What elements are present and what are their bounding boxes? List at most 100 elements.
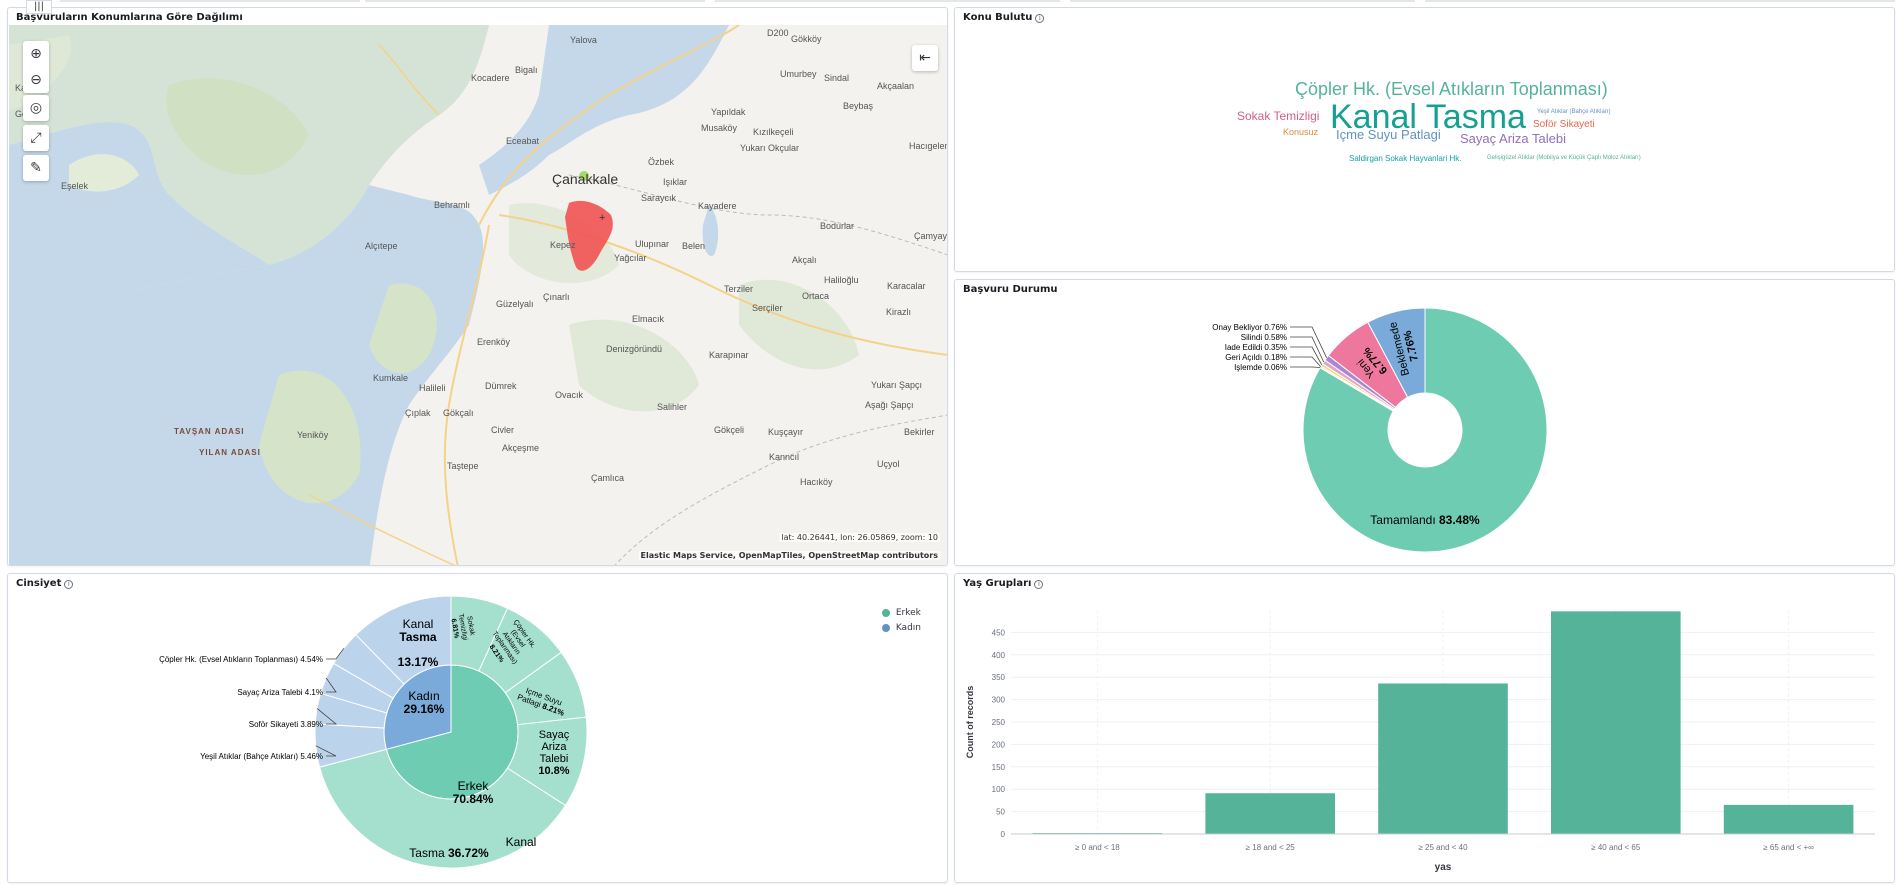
cloud-word[interactable]: Sayaç Ariza Talebi <box>1460 131 1566 146</box>
bar[interactable] <box>1551 611 1681 834</box>
cloud-word[interactable]: Yeşil Atıklar (Bahçe Atıkları) <box>1537 109 1611 115</box>
outer-slice[interactable] <box>355 595 452 685</box>
x-tick-label: ≥ 25 and < 40 <box>1418 843 1468 852</box>
zoom-out-button[interactable]: ⊖ <box>30 72 42 88</box>
slice-label: Tamamlandı 83.48% <box>1370 513 1480 527</box>
callout-line <box>326 648 345 660</box>
info-icon[interactable]: i <box>1035 14 1045 23</box>
map-place-label: Gökçeli <box>714 425 745 435</box>
svg-text:6.81%: 6.81% <box>449 618 459 640</box>
x-tick-label: ≥ 40 and < 65 <box>1591 843 1641 852</box>
zoom-in-button[interactable]: ⊕ <box>30 46 42 62</box>
inner-slice-label: 70.84% <box>453 792 494 806</box>
map-place-label: Kepez <box>550 240 576 250</box>
panel-title: Konu Bulutu i <box>961 11 1047 24</box>
map-place-label: Karapınar <box>709 350 749 360</box>
map-place-label: Erenköy <box>477 337 511 347</box>
pie-slice[interactable] <box>1302 307 1548 553</box>
map-place-label: Elmacık <box>632 314 665 324</box>
cloud-word[interactable]: Kanal Tasma <box>1330 98 1526 136</box>
draw-tool-button[interactable]: ✎ <box>23 155 49 181</box>
word-cloud-panel: Konu Bulutu i Çöpler Hk. (Evsel Atıkların… <box>954 7 1895 272</box>
map-place-label: Gökköy <box>791 34 822 44</box>
map-place-label: Yukarı Okçular <box>740 143 800 153</box>
map-place-label: Ovacık <box>555 390 584 400</box>
y-tick-label: 200 <box>992 740 1006 749</box>
map-place-label: Yapıldak <box>711 107 746 117</box>
forest-1 <box>166 78 309 175</box>
boundary-1 <box>568 174 947 256</box>
y-axis-label: Count of records <box>965 686 975 759</box>
map-place-label: Akçeşme <box>502 443 540 453</box>
slice-label: Geri Açıldı 0.18% <box>1225 353 1287 362</box>
callout-line <box>325 677 337 693</box>
layer-toggle-button[interactable]: ⇤ <box>912 45 938 71</box>
forest-3 <box>569 319 699 412</box>
info-icon[interactable]: i <box>64 580 74 589</box>
slice-label: Iade Edildi 0.35% <box>1225 343 1287 352</box>
cloud-word[interactable]: Soför Sikayeti <box>1533 119 1595 130</box>
bar[interactable] <box>1723 804 1854 834</box>
map-place-label: Taştepe <box>447 461 479 471</box>
cloud-word[interactable]: Sokak Temizligi <box>1237 109 1320 123</box>
map-place-label: Bigalı <box>515 65 538 75</box>
forest-2 <box>369 283 437 374</box>
map-canvas[interactable]: + Yalova Gökköy Kocadere Bigalı Umurbey Sinda… <box>9 25 947 565</box>
map-place-label: Bodurlar <box>820 221 855 231</box>
status-pie-chart: Tamamlandı 83.48%Beklemede7.76%Yeni6.77%… <box>1212 307 1548 553</box>
outer-slice-label: Talebi <box>540 753 569 765</box>
outer-slice-label: Çöpler Hk. (Evsel Atıkların Toplanması) … <box>159 655 323 664</box>
map-place-label: Eşelek <box>61 181 89 191</box>
map-place-label: Kayadere <box>698 201 737 211</box>
outer-slice-label: Tasma 36.72% <box>409 846 489 860</box>
map-place-label: Çınarlı <box>543 292 570 302</box>
bar[interactable] <box>1378 683 1508 834</box>
outer-slice-label: 13.17% <box>398 655 439 669</box>
cloud-word[interactable]: Çöpler Hk. (Evsel Atıkların Toplanması) <box>1295 79 1608 99</box>
fit-bounds-button[interactable]: ◎ <box>23 95 49 121</box>
panel-title: Başvuru Durumu <box>961 283 1060 296</box>
age-bar-chart: 0 50 100 150 200 250 300 350 400 450 ≥ 0 and < 18 ≥… <box>965 610 1875 873</box>
map-place-label: Yağcılar <box>614 253 647 263</box>
y-tick-label: 450 <box>992 628 1006 637</box>
age-panel: Yaş Grupları i 0 50 100 150 200 250 300 350 400 45… <box>954 573 1895 883</box>
cloud-word[interactable]: Içme Suyu Patlagi <box>1336 127 1441 142</box>
legend-item-erkek[interactable]: Erkek <box>881 608 921 618</box>
sea-aegean <box>9 185 484 565</box>
map-coordinates: lat: 40.26441, lon: 26.05869, zoom: 10 <box>779 533 940 542</box>
map-place-label: Güzelyalı <box>496 299 534 309</box>
measure-tool-button[interactable]: ⤢ <box>23 125 49 151</box>
map-place-label: Karacalar <box>887 281 926 291</box>
map-place-label: Yeniköy <box>297 430 329 440</box>
outer-slice[interactable] <box>319 748 567 869</box>
outer-slice-label: Sayaç Ariza Talebi 4.1% <box>237 688 323 697</box>
top-strip <box>0 0 1897 5</box>
map-place-label: Bekirler <box>904 427 935 437</box>
outer-slice-label: Soför Sikayeti 3.89% <box>249 720 323 729</box>
map-place-label: Kanncıl <box>769 452 800 462</box>
gender-legend: Erkek Kadın <box>881 608 921 638</box>
cloud-word[interactable]: Konusuz <box>1283 127 1319 137</box>
callout-line <box>1290 346 1323 366</box>
cloud-word[interactable]: Gelişigüzel Atıklar (Mobilya ve Küçük Ça… <box>1487 155 1641 161</box>
map-panel: Başvuruların Konumlarına Göre Dağılımı <box>7 7 948 566</box>
y-tick-label: 50 <box>996 808 1005 817</box>
map-place-label: Terziler <box>724 284 754 294</box>
sidebar-toggle-icon[interactable]: ||| <box>26 0 52 14</box>
pie-slice[interactable] <box>1367 307 1426 398</box>
map-place-label: Kirazlı <box>886 307 912 317</box>
cloud-word[interactable]: Saldirgan Sokak Hayvanlari Hk. <box>1349 154 1462 163</box>
callout-line <box>1290 366 1321 368</box>
map-place-label: Çamlıca <box>591 473 625 483</box>
sea-marmara <box>479 25 729 195</box>
map-place-label: Çanakkale <box>552 171 619 187</box>
map-place-label: Denizgöründü <box>606 344 663 354</box>
outer-slice-label: Ariza <box>541 741 567 753</box>
y-tick-label: 150 <box>992 763 1006 772</box>
legend-item-kadin[interactable]: Kadın <box>881 623 921 633</box>
info-icon[interactable]: i <box>1034 580 1044 589</box>
bar[interactable] <box>1205 793 1335 834</box>
gender-panel: Cinsiyet i Erkek 70.84% Kadın 29.16% Tasma 36… <box>7 573 948 883</box>
map-marker[interactable] <box>579 171 589 181</box>
